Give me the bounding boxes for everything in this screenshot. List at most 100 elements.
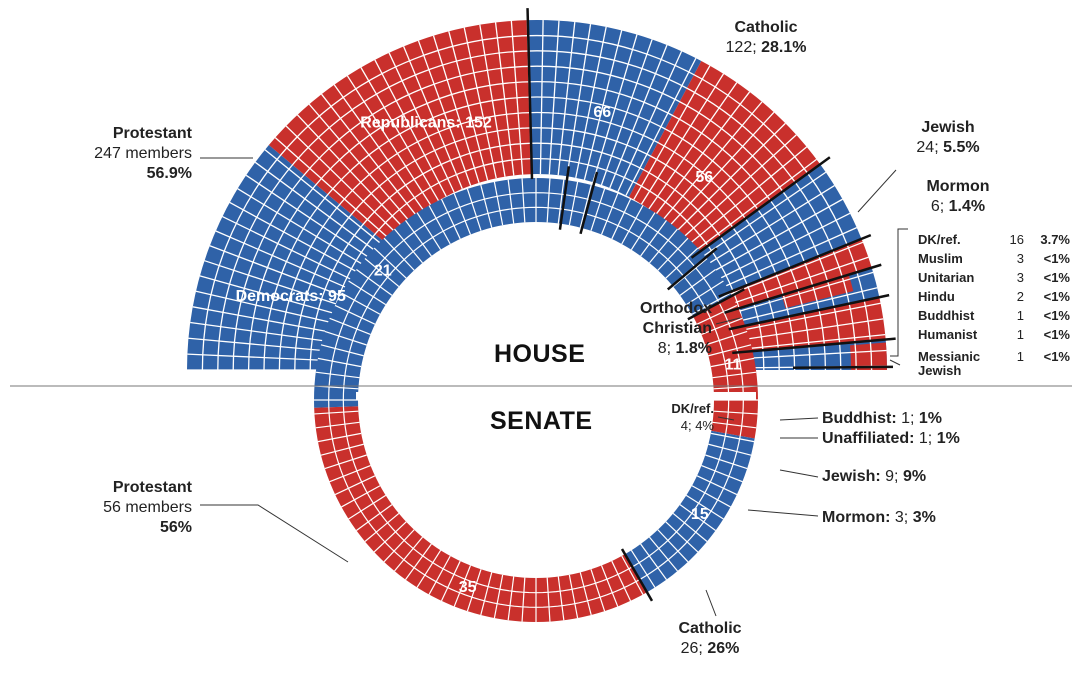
house-divider-dk-small	[732, 337, 896, 355]
house-grid-cell-line	[188, 337, 342, 353]
house-jewish-count: 24;	[916, 139, 939, 156]
house-grid-ring-line	[263, 96, 811, 371]
senate-grid-cell-line	[356, 504, 393, 531]
senate-grid-cell-line	[453, 565, 472, 607]
house-jewish-leader	[857, 169, 897, 213]
house-grid-cell-line	[539, 20, 544, 175]
senate-unaffiliated-name: Unaffiliated:	[822, 430, 915, 447]
senate-grid-cell-line	[341, 485, 381, 508]
house-protestant-label: Protestant 247 members 56.9%	[40, 124, 192, 184]
house-grid-cell-line	[722, 256, 869, 308]
senate-grid-cell-line	[373, 521, 407, 553]
house-grid-ring-line	[278, 111, 796, 371]
senate-grid-cell-line	[640, 220, 667, 257]
house-grid-cell-line	[346, 75, 432, 206]
senate-mormon-pct: 3%	[912, 509, 936, 526]
table-row-pct: <1%	[1043, 251, 1070, 266]
senate-grid-cell-line	[440, 198, 461, 240]
senate-jewish-pct: 9%	[902, 468, 927, 485]
senate-catholic-name: Catholic	[678, 620, 742, 637]
house-catholic-count: 122;	[725, 39, 757, 56]
senate-grid-cell-line	[672, 258, 708, 288]
house-grid-ring-line	[294, 127, 780, 371]
house-grid-cell-line	[333, 84, 424, 211]
senate-grid-cell-line	[317, 432, 362, 443]
senate-catholic-label: Catholic 26; 26%	[660, 619, 760, 659]
senate-grid-cell-line	[364, 258, 400, 288]
house-grid-cell-line	[494, 22, 515, 176]
house-label-rep-prot: Republicans: 152	[360, 114, 492, 131]
senate-grid-cell-line	[416, 212, 442, 251]
leader-lines	[200, 157, 908, 617]
senate-jewish	[582, 185, 707, 286]
house-catholic-rep	[629, 60, 821, 255]
table-row-count: 1	[1016, 349, 1024, 364]
senate-grid-cell-line	[428, 205, 451, 245]
senate-protestant-leader	[200, 504, 349, 563]
senate-grid-cell-line	[348, 280, 387, 306]
table-row-pct: <1%	[1043, 289, 1070, 304]
house-grid-cell-line	[703, 185, 835, 268]
house-grid-cell-line	[192, 306, 345, 336]
senate-grid-cell-line	[600, 565, 619, 607]
table-row-pct: <1%	[1043, 308, 1070, 323]
senate-mormon-name: Mormon:	[822, 509, 891, 526]
senate-grid-cell-line	[590, 188, 606, 231]
senate-buddhist-label: Buddhist: 1; 1%	[822, 409, 942, 429]
house-divider-prot-cath	[526, 8, 534, 180]
house-grid-cell-line	[296, 114, 404, 228]
senate-grid-cell-line	[315, 421, 360, 429]
house-mormon	[718, 238, 872, 313]
senate-grid-cell-line	[657, 529, 689, 563]
senate-grid-cell-line	[630, 549, 656, 588]
house-messianic-leader	[889, 359, 901, 366]
senate-grid-cell-line	[507, 179, 515, 224]
house-grid-ring-line	[309, 142, 765, 371]
house-grid-cell-line	[732, 349, 887, 360]
house-grid-cell-line	[633, 65, 711, 200]
house-small-bracket	[890, 228, 908, 357]
house-grid-cell-line	[321, 93, 417, 216]
senate-buddhist-leader	[779, 417, 819, 421]
house-label-dem-cath: 66	[593, 104, 611, 121]
table-row-count: 1	[1016, 308, 1024, 323]
house-grid-cell-line	[681, 134, 797, 239]
senate-grid-cell-line	[557, 576, 565, 621]
senate-protestant-pct: 56%	[159, 519, 192, 536]
senate-dk-value: 4; 4%	[680, 418, 714, 433]
senate-top-gap	[356, 392, 756, 400]
house-mormon-pct: 1.4%	[948, 198, 986, 215]
house-grid-cell-line	[229, 201, 366, 277]
senate-label-dem-cath: 15	[691, 506, 709, 523]
senate-buddhist-pct: 1%	[918, 410, 943, 427]
senate-grid-cell-line	[466, 569, 482, 612]
house-grid-cell-line	[592, 34, 638, 183]
senate-grid-cell-line	[364, 512, 400, 542]
house-orthodox-name-2: Christian	[642, 320, 712, 337]
house-grid-cell-line	[245, 174, 375, 262]
senate-protestant-members: 56 members	[103, 499, 192, 516]
senate-grid-cell-line	[685, 280, 724, 306]
senate-dk-leader	[717, 416, 735, 421]
house-grid-ring-line	[232, 65, 842, 371]
house-grid-cell-line	[655, 91, 751, 215]
senate-grid-cell-line	[466, 188, 482, 231]
senate-grid-cell-line	[334, 475, 376, 496]
senate-grid-cell-line	[710, 432, 755, 443]
senate-grid-cell-line	[314, 410, 359, 415]
house-grid-cell-line	[669, 111, 775, 227]
house-divider-jew-mor	[718, 233, 872, 298]
senate-grid-cell-line	[329, 317, 371, 336]
house-grid-cell-line	[730, 318, 884, 343]
house-grid-cell-line	[215, 230, 358, 293]
senate-jewish-count: 9;	[885, 468, 899, 485]
house-grid-cell-line	[725, 271, 874, 316]
house-grid-cell-line	[308, 103, 410, 222]
senate-grid-cell-line	[679, 504, 716, 531]
senate-grid-cell-line	[507, 576, 515, 621]
senate-grid-cell-line	[348, 494, 387, 520]
senate-divider-dk	[558, 166, 571, 230]
house-divider-cath-jew	[690, 156, 831, 259]
house-protestant-rep	[268, 20, 532, 245]
house-grid-cell-line	[403, 46, 463, 190]
